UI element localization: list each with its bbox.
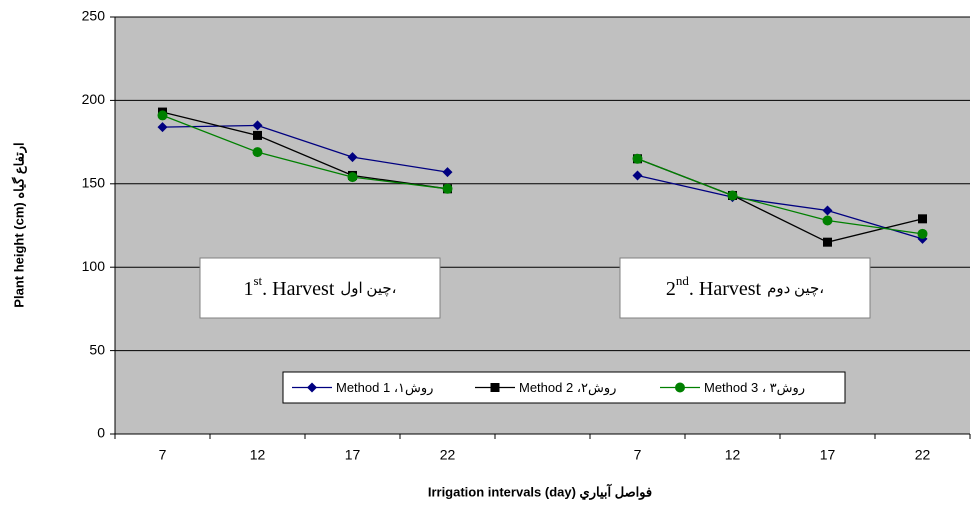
y-tick-label: 250 xyxy=(82,8,106,24)
marker xyxy=(675,382,685,393)
annotation-box xyxy=(619,257,871,319)
x-tick-label: 7 xyxy=(159,447,167,463)
marker xyxy=(347,152,358,163)
marker xyxy=(727,190,738,201)
marker xyxy=(252,120,263,131)
legend-label: Method 3 ، روش۳ xyxy=(704,380,805,396)
x-tick-label: 7 xyxy=(634,447,642,463)
legend-box xyxy=(282,371,846,404)
annotation: 1st. Harvest چین اول، xyxy=(244,273,397,300)
y-tick-label: 0 xyxy=(97,425,105,441)
marker xyxy=(918,214,927,224)
marker xyxy=(917,228,928,239)
annotation-persian: چین اول، xyxy=(340,281,396,297)
marker xyxy=(157,110,168,121)
annotation-text: . Harvest xyxy=(689,278,762,300)
annotation-number: 1 xyxy=(244,278,254,300)
marker xyxy=(490,383,500,392)
marker xyxy=(442,167,453,178)
y-tick-label: 200 xyxy=(82,91,106,107)
annotation-sup: nd xyxy=(676,273,690,288)
y-axis-label: Plant height (cm) ارتفاع گیاه xyxy=(10,142,27,307)
annotation-persian: چین دوم، xyxy=(767,281,824,297)
marker xyxy=(632,170,643,181)
marker xyxy=(252,147,263,158)
legend-label: Method 2 ،روش۲ xyxy=(519,380,616,396)
marker xyxy=(442,183,453,194)
marker xyxy=(823,237,832,247)
x-tick-label: 17 xyxy=(820,447,836,463)
annotation-number: 2 xyxy=(666,278,676,300)
marker xyxy=(347,172,358,183)
x-axis-label: Irrigation intervals (day) فواصل آبیاري xyxy=(428,483,652,500)
x-tick-label: 22 xyxy=(440,447,456,463)
marker xyxy=(157,122,168,133)
y-tick-label: 50 xyxy=(89,341,105,357)
x-tick-label: 22 xyxy=(915,447,931,463)
marker xyxy=(253,130,262,140)
x-tick-label: 12 xyxy=(250,447,266,463)
legend-label: Method 1 ،روش۱ xyxy=(336,380,433,396)
annotation-box xyxy=(199,257,441,319)
series-line xyxy=(162,114,923,235)
marker xyxy=(632,153,643,164)
y-tick-label: 100 xyxy=(82,258,106,274)
annotation-text: . Harvest xyxy=(262,278,335,300)
y-tick-label: 150 xyxy=(82,175,106,191)
annotation-sup: st xyxy=(254,273,263,288)
marker xyxy=(822,215,833,226)
plot-area xyxy=(115,17,970,434)
marker xyxy=(307,382,317,393)
x-tick-label: 12 xyxy=(725,447,741,463)
marker xyxy=(822,205,833,216)
series-line xyxy=(162,124,923,240)
x-tick-label: 17 xyxy=(345,447,361,463)
annotation: 2nd. Harvest چین دوم، xyxy=(666,273,824,300)
